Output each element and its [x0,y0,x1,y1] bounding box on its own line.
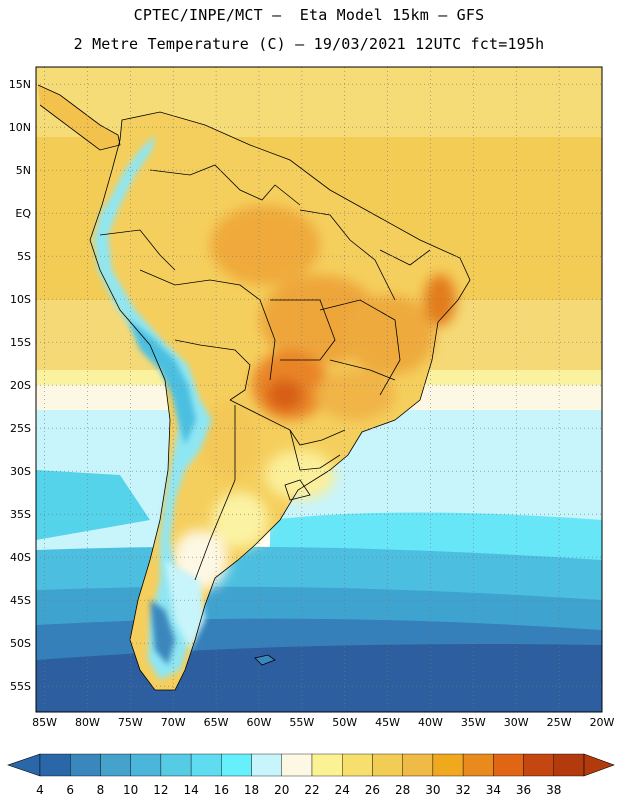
latitude-label: 35S [10,508,31,521]
colorbar-label: 4 [36,783,44,797]
colorbar-label: 6 [66,783,74,797]
longitude-label: 20W [590,716,615,729]
latitude-label: EQ [15,207,31,220]
colorbar-label: 24 [335,783,350,797]
colorbar-swatch [493,753,524,777]
colorbar-swatch [251,753,282,777]
colorbar-label: 10 [123,783,138,797]
colorbar-label: 30 [425,783,440,797]
colorbar-label: 8 [97,783,105,797]
colorbar-label: 12 [153,783,168,797]
colorbar-swatch [281,753,313,777]
colorbar-swatch [432,753,464,777]
colorbar-swatch [311,753,343,777]
latitude-label: 5N [16,164,31,177]
colorbar-swatch [553,753,585,777]
latitude-label: 10N [9,121,31,134]
colorbar-swatch [190,753,222,777]
colorbar-label: 14 [183,783,198,797]
longitude-label: 80W [75,716,100,729]
colorbar-swatch [372,753,403,777]
longitude-label: 55W [289,716,314,729]
latitude-label: 40S [10,551,31,564]
colorbar-swatch [100,753,131,777]
map-title-line1: CPTEC/INPE/MCT – Eta Model 15km – GFS [133,6,485,24]
colorbar-label: 16 [214,783,229,797]
temperature-field [36,67,602,712]
latitude-label: 55S [10,680,31,693]
colorbar-swatch [523,753,554,777]
colorbar-label: 26 [365,783,380,797]
colorbar-swatch [402,753,434,777]
colorbar-swatch [70,753,101,777]
political-borders [37,84,471,691]
longitude-label: 65W [204,716,229,729]
longitude-label: 75W [118,716,143,729]
longitude-label: 40W [418,716,443,729]
colorbar-label: 22 [304,783,319,797]
colorbar-swatch [462,753,494,777]
colorbar-label: 18 [244,783,259,797]
colorbar-legend: 4 6 8 10 12 14 16 18 20 22 24 26 28 30 32 34 36 38 [7,753,615,797]
colorbar-high-arrow [583,753,615,777]
longitude-label: 30W [504,716,529,729]
colorbar-swatch [342,753,373,777]
longitude-label: 25W [547,716,572,729]
map-frame [35,66,603,713]
latitude-label: 10S [10,293,31,306]
colorbar-label: 38 [546,783,561,797]
latitude-label: 20S [10,379,31,392]
colorbar-swatch [130,753,162,777]
colorbar-label: 28 [395,783,410,797]
longitude-labels: 85W 80W 75W 70W 65W 60W 55W 50W 45W 40W 35W 30W 25W 2… [32,716,614,729]
colorbar-swatch [221,753,252,777]
longitude-label: 70W [161,716,186,729]
latitude-label: 30S [10,465,31,478]
latitude-label: 5S [17,250,31,263]
latitude-label: 50S [10,637,31,650]
longitude-label: 50W [332,716,357,729]
longitude-label: 60W [247,716,272,729]
latitude-label: 15S [10,336,31,349]
longitude-label: 35W [461,716,486,729]
colorbar-label: 32 [455,783,470,797]
colorbar-swatch [160,753,192,777]
colorbar-label: 36 [516,783,531,797]
latitude-label: 15N [9,78,31,91]
latitude-label: 25S [10,422,31,435]
latitude-labels: 15N 10N 5N EQ 5S 10S 15S 20S 25S 30S 35S 40S 45S 50S 5… [9,78,32,693]
map-title-line2: 2 Metre Temperature (C) – 19/03/2021 12U… [73,35,545,53]
colorbar-label: 34 [486,783,501,797]
longitude-label: 45W [375,716,400,729]
latitude-label: 45S [10,594,31,607]
colorbar-low-arrow [7,753,41,777]
colorbar-swatch [39,753,71,777]
longitude-label: 85W [32,716,57,729]
colorbar-label: 20 [274,783,289,797]
